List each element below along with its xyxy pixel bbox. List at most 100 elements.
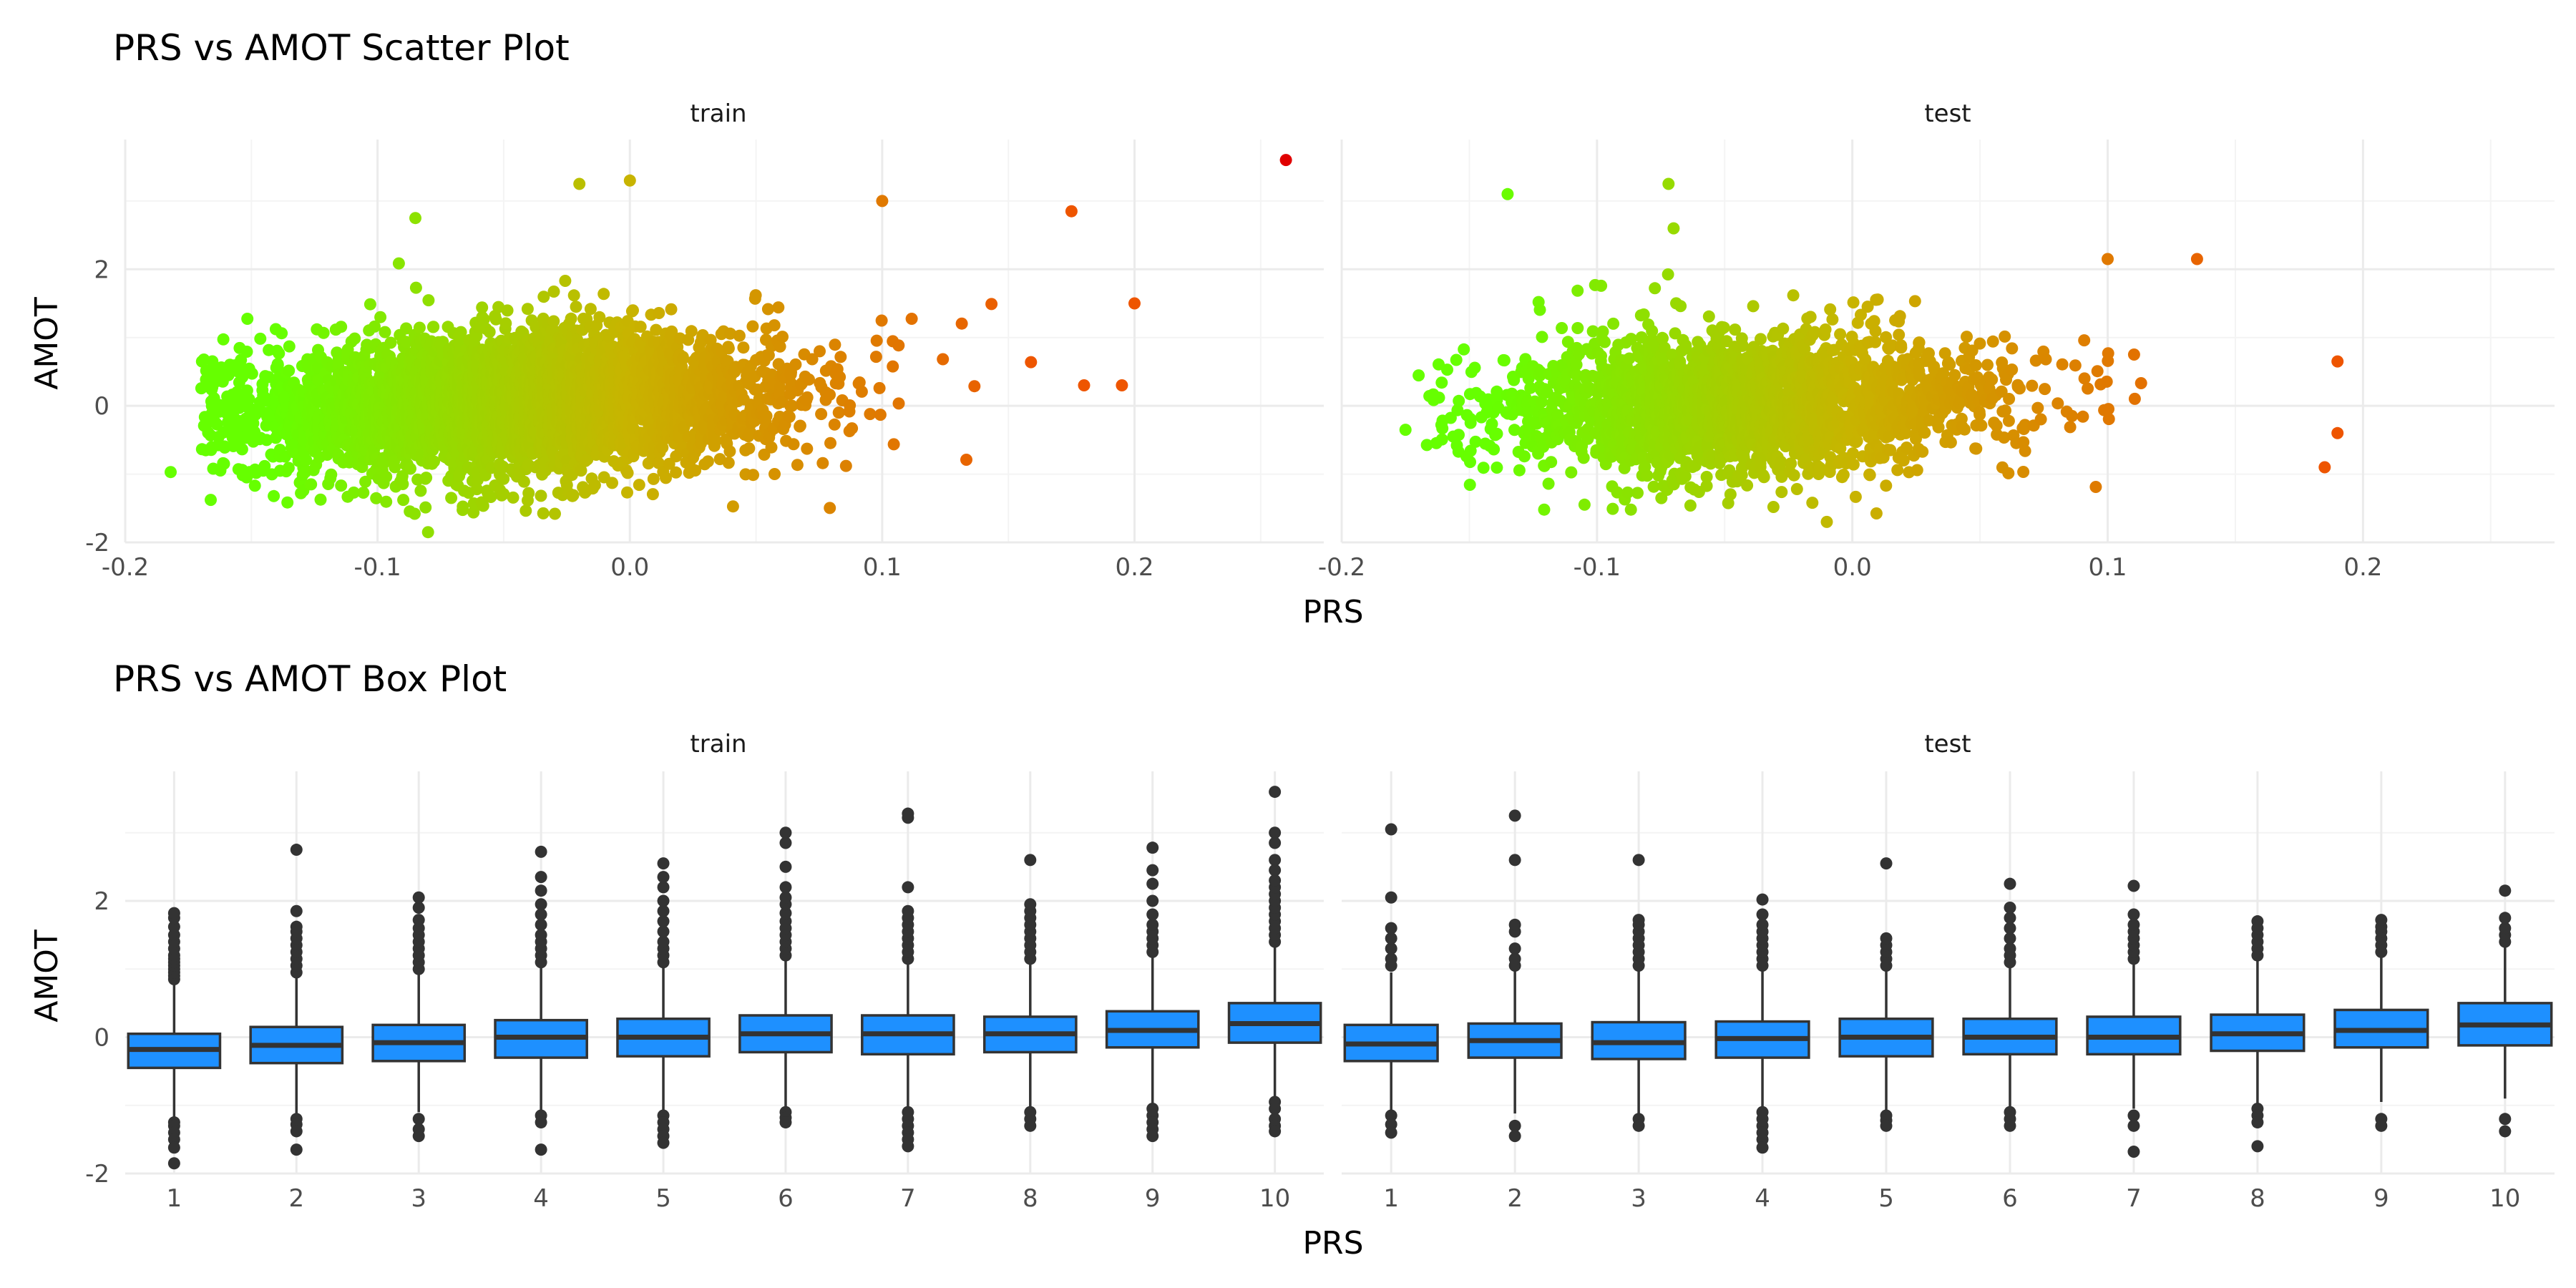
box-y-axis-title: AMOT [29, 930, 65, 1023]
scatter-point [420, 472, 433, 484]
scatter-point [1533, 303, 1546, 316]
scatter-point [749, 289, 762, 302]
scatter-point [392, 257, 405, 270]
scatter-point [421, 526, 434, 539]
scatter-point [497, 472, 510, 485]
scatter-point [384, 336, 397, 349]
scatter-point [787, 438, 800, 451]
scatter-point [1599, 336, 1611, 348]
scatter-point [522, 487, 535, 499]
scatter-point [892, 397, 905, 410]
scatter-point [258, 459, 271, 472]
scatter-point [535, 489, 547, 502]
scatter-point [409, 281, 422, 294]
scatter-point [733, 329, 746, 342]
scatter-title: PRS vs AMOT Scatter Plot [113, 27, 570, 69]
scatter-point [653, 307, 665, 319]
scatter-point [803, 373, 815, 386]
scatter-point [273, 347, 286, 360]
scatter-point [241, 313, 254, 325]
scatter-point [814, 345, 826, 358]
scatter-point [769, 468, 781, 480]
scatter-point [413, 321, 426, 334]
scatter-point [801, 391, 814, 404]
scatter-point [206, 355, 219, 368]
scatter-point [1577, 452, 1590, 464]
scatter-point [1279, 154, 1292, 167]
scatter-point [985, 298, 998, 311]
scatter-point [709, 434, 722, 447]
scatter-point [400, 336, 412, 348]
scatter-point [783, 411, 796, 423]
scatter-point [243, 393, 255, 406]
scatter-point [1674, 300, 1687, 313]
scatter-point [567, 489, 580, 502]
box-title: PRS vs AMOT Box Plot [113, 658, 507, 700]
scatter-point [1513, 464, 1526, 477]
scatter-point [677, 352, 690, 365]
scatter-point [870, 334, 883, 347]
scatter-point [584, 303, 597, 316]
scatter-point [519, 504, 532, 517]
scatter-point [428, 455, 440, 468]
scatter-point [427, 321, 440, 333]
scatter-point [746, 320, 759, 333]
scatter-point [499, 317, 512, 330]
scatter-point [347, 486, 360, 499]
x-tick-label: -0.1 [353, 553, 401, 582]
scatter-point [236, 371, 249, 384]
scatter-point [1450, 353, 1463, 366]
x-tick-label: 0.0 [610, 553, 649, 582]
scatter-point [1606, 502, 1619, 515]
scatter-point [314, 493, 327, 506]
scatter-point [396, 478, 409, 490]
scatter-point [789, 358, 802, 371]
scatter-point [1491, 462, 1503, 474]
scatter-point [621, 486, 633, 499]
scatter-point [627, 304, 639, 317]
scatter-point [359, 475, 372, 488]
scatter-point [400, 322, 413, 335]
scatter-point [537, 507, 550, 519]
scatter-point [1545, 456, 1558, 469]
scatter-point [1116, 379, 1128, 391]
scatter-point [873, 381, 886, 394]
scatter-point [1464, 456, 1476, 469]
scatter-point [791, 459, 804, 472]
scatter-point [960, 454, 972, 466]
y-tick-label: -2 [85, 529, 109, 557]
scatter-point [379, 326, 391, 338]
scatter-point [829, 338, 841, 351]
scatter-point [268, 489, 280, 502]
scatter-point [1631, 487, 1644, 499]
scatter-point [1667, 222, 1680, 235]
scatter-point [597, 288, 610, 301]
scatter-point [1433, 391, 1445, 404]
scatter-point [369, 320, 381, 333]
scatter-point [723, 445, 736, 458]
scatter-point [404, 462, 416, 475]
scatter-point [374, 311, 387, 323]
scatter-point [1518, 450, 1531, 463]
scatter-point [570, 301, 582, 313]
scatter-point [325, 468, 338, 481]
scatter-point [1571, 322, 1584, 334]
scatter-point [1435, 376, 1448, 389]
scatter-point [282, 462, 295, 474]
scatter-point [621, 467, 634, 479]
scatter-strip-test: test [1924, 99, 1971, 128]
x-tick-label: 0.2 [1115, 553, 1153, 582]
scatter-point [454, 326, 467, 338]
scatter-point [1607, 317, 1620, 330]
scatter-point [364, 298, 376, 311]
scatter-point [283, 340, 296, 353]
scatter-point [397, 494, 410, 507]
scatter-point [1025, 356, 1038, 369]
box-x-axis-title: PRS [1302, 1225, 1363, 1262]
scatter-point [501, 304, 514, 317]
scatter-panel-test: -0.2 -0.1 0.0 0.1 0.2 [1318, 140, 2555, 582]
x-tick-label: 0.1 [2088, 553, 2127, 582]
scatter-point [260, 434, 273, 447]
scatter-point [254, 332, 267, 345]
scatter-point [768, 319, 781, 332]
